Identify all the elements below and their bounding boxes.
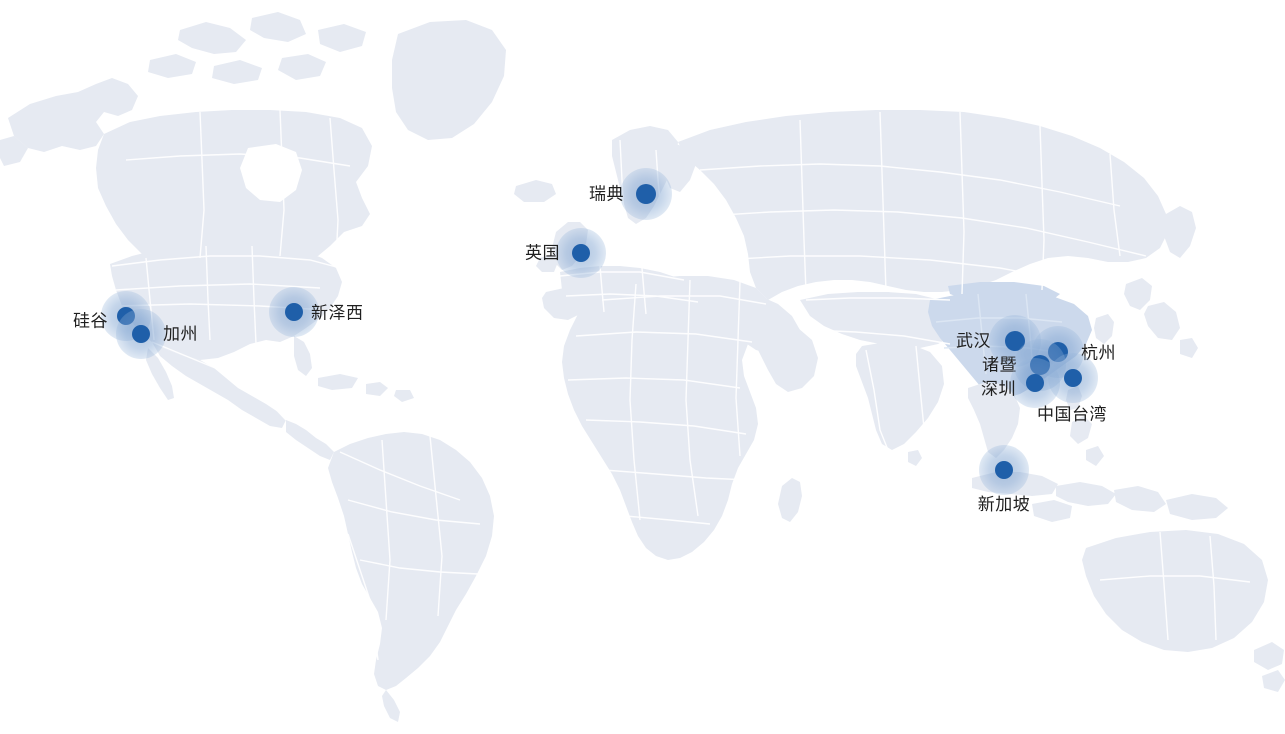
map-marker-label-shenzhen: 深圳 [981, 379, 1016, 400]
marker-dot-hangzhou[interactable] [1048, 342, 1068, 362]
marker-dot-new-jersey[interactable] [285, 303, 303, 321]
map-marker-label-united-kingdom: 英国 [525, 243, 560, 264]
marker-dot-california[interactable] [132, 325, 150, 343]
map-marker-label-hangzhou: 杭州 [1081, 343, 1116, 364]
map-marker-label-taiwan-china: 中国台湾 [1037, 405, 1107, 425]
marker-dot-shenzhen[interactable] [1026, 374, 1044, 392]
map-marker-label-california: 加州 [163, 324, 198, 345]
region-africa [562, 276, 802, 560]
map-marker-label-new-jersey: 新泽西 [311, 303, 364, 324]
map-marker-label-wuhan: 武汉 [956, 331, 991, 352]
map-marker-label-zhuji: 诸暨 [982, 355, 1017, 376]
region-south-america [328, 432, 494, 722]
marker-dot-silicon-valley[interactable] [117, 307, 135, 325]
region-north-america [0, 12, 506, 460]
marker-dot-united-kingdom[interactable] [572, 244, 590, 262]
marker-dot-wuhan[interactable] [1005, 331, 1025, 351]
map-marker-label-silicon-valley: 硅谷 [73, 311, 108, 332]
marker-dot-zhuji[interactable] [1030, 355, 1050, 375]
marker-dot-taiwan-china[interactable] [1064, 369, 1082, 387]
region-oceania [1082, 530, 1285, 692]
map-marker-label-sweden: 瑞典 [589, 184, 624, 205]
marker-dot-singapore[interactable] [995, 461, 1013, 479]
map-marker-label-singapore: 新加坡 [977, 495, 1031, 515]
marker-dot-sweden[interactable] [636, 184, 656, 204]
